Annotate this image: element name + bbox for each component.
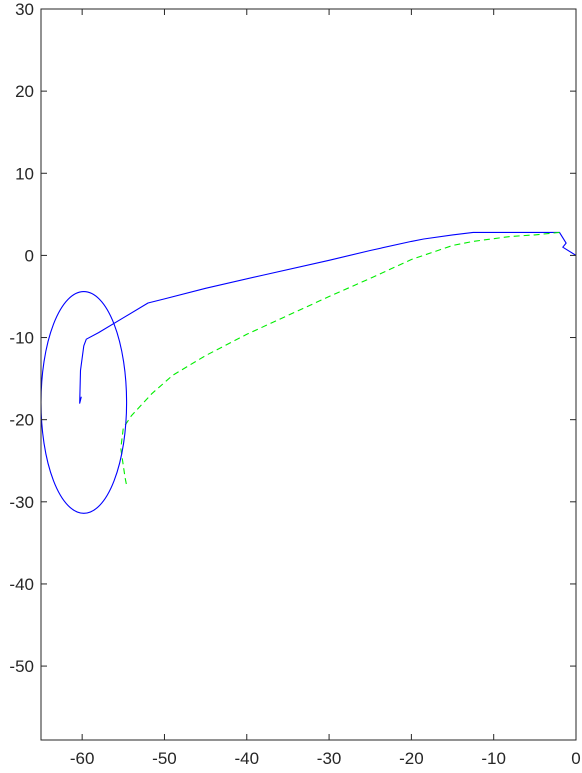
y-tick-label: 20	[15, 82, 34, 101]
series-line-solid-blue	[79, 231, 576, 404]
x-tick-label: -10	[481, 749, 506, 768]
x-tick-label: 0	[571, 749, 580, 768]
y-tick-label: 0	[25, 246, 34, 265]
x-tick-label: -60	[70, 749, 95, 768]
x-tick-label: -50	[152, 749, 177, 768]
y-tick-label: 10	[15, 164, 34, 183]
x-tick-label: -40	[234, 749, 259, 768]
series-line-dashed-green	[120, 231, 560, 486]
x-tick-label: -30	[317, 749, 342, 768]
axes-box	[40, 8, 577, 741]
y-tick-label: -20	[9, 411, 34, 430]
y-tick-label: -50	[9, 657, 34, 676]
y-tick-label: -40	[9, 575, 34, 594]
axes: -60 -50 -40 -30 -20 -10 0 30 20 10 0 -10 -20 -30 -40 -5…	[9, 0, 580, 768]
x-tick-label: -20	[399, 749, 424, 768]
y-tick-label: -30	[9, 493, 34, 512]
y-tick-label: 30	[15, 0, 34, 19]
y-tick-label: -10	[9, 329, 34, 348]
